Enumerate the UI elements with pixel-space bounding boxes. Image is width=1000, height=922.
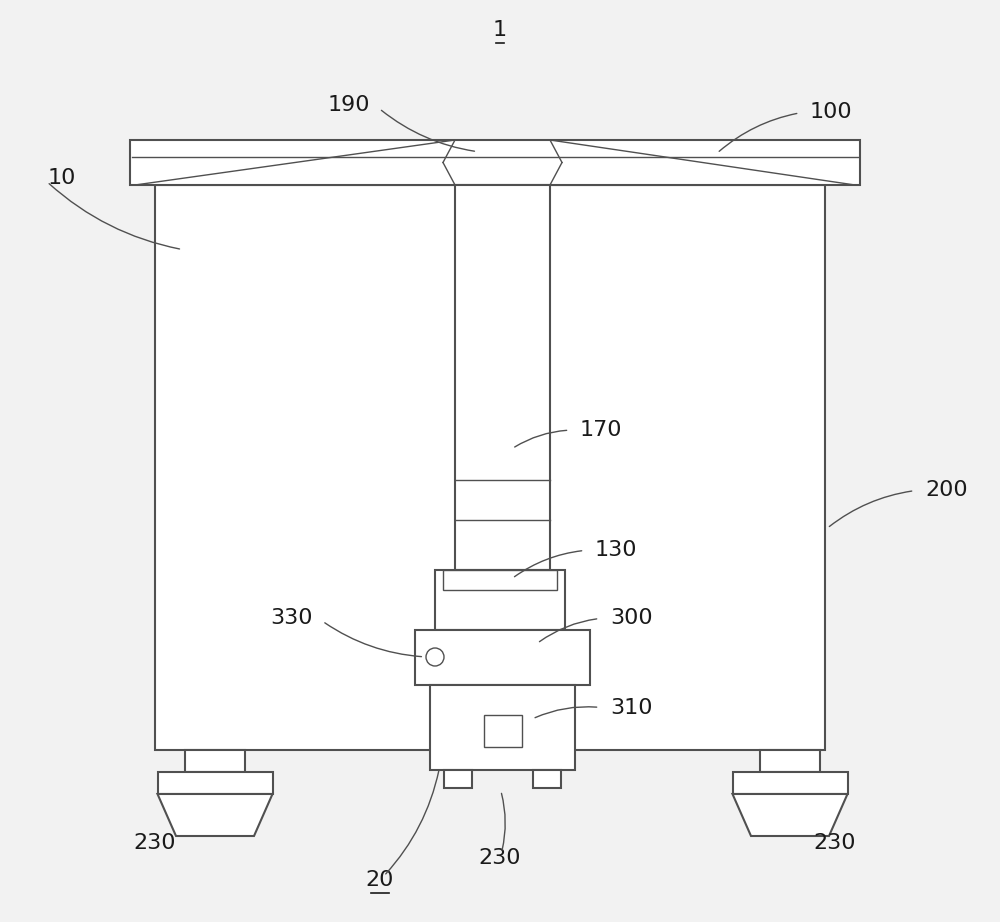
Polygon shape [732, 794, 848, 836]
Bar [130, 140, 860, 185]
Bar [760, 750, 820, 772]
Text: 310: 310 [610, 698, 652, 718]
Text: 230: 230 [134, 833, 176, 853]
Bar [455, 185, 550, 570]
Bar [155, 185, 825, 750]
Text: 1: 1 [493, 20, 507, 40]
Text: 230: 230 [814, 833, 856, 853]
Text: 330: 330 [270, 608, 313, 628]
Bar [185, 750, 245, 772]
Bar [732, 772, 848, 794]
Bar [435, 570, 565, 630]
Bar [415, 630, 590, 685]
Text: 20: 20 [366, 870, 394, 890]
Text: 300: 300 [610, 608, 653, 628]
Bar [533, 770, 561, 788]
Text: 190: 190 [328, 95, 370, 115]
Text: 200: 200 [925, 480, 968, 500]
Text: 130: 130 [595, 540, 638, 560]
Bar [430, 685, 575, 770]
Polygon shape [158, 794, 272, 836]
Bar [158, 772, 272, 794]
Text: 230: 230 [479, 848, 521, 868]
Text: 10: 10 [48, 168, 76, 188]
Text: 100: 100 [810, 102, 853, 122]
Text: 170: 170 [580, 420, 622, 440]
Bar [444, 770, 472, 788]
Bar [484, 715, 522, 747]
Bar [443, 570, 557, 590]
